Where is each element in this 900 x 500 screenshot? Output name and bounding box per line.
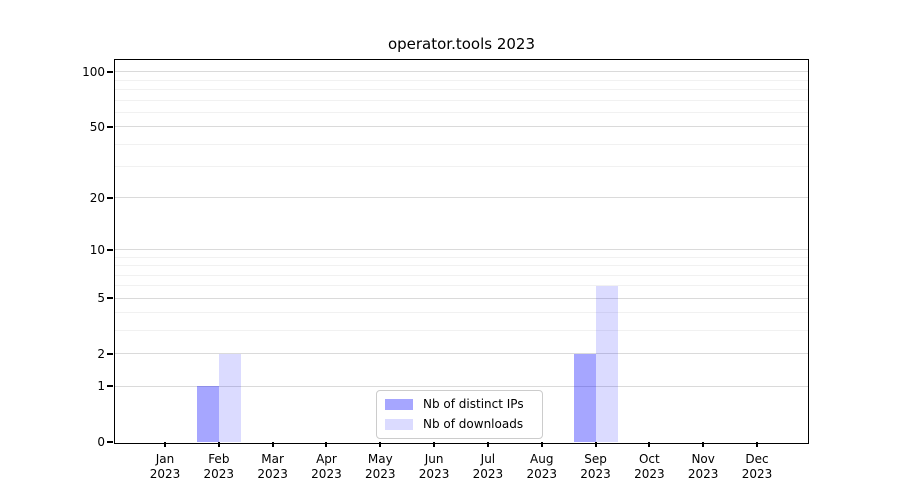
y-gridline-minor — [115, 330, 808, 332]
y-gridline-minor — [115, 285, 808, 287]
plot-area: Nb of distinct IPs Nb of downloads 0 1 2 5 1… — [82, 59, 809, 481]
y-tick-mark — [107, 385, 113, 388]
x-axis-tick-label: Dec 2023 — [741, 452, 773, 481]
y-gridline-minor — [115, 256, 808, 258]
x-axis-tick-label: May 2023 — [364, 452, 396, 481]
y-tick-mark — [107, 352, 113, 355]
y-gridline-minor — [115, 111, 808, 113]
x-axis-tick-label: Mar 2023 — [257, 452, 288, 481]
y-axis-tick-label: 0 — [97, 435, 105, 449]
y-tick-mark — [107, 441, 113, 443]
y-gridline-major — [115, 353, 808, 355]
y-axis-tick-label: 1 — [97, 379, 105, 394]
x-axis-tick-label: Jul 2023 — [472, 452, 504, 481]
x-tick-mark — [756, 442, 758, 447]
y-tick-mark — [107, 297, 113, 300]
legend-item-downloads: Nb of downloads — [385, 418, 532, 431]
x-axis-tick-label: Jun 2023 — [418, 452, 450, 481]
y-gridline-minor — [115, 79, 808, 81]
x-axis-tick-label: Nov 2023 — [687, 452, 719, 481]
x-axis-tick-label: Apr 2023 — [311, 452, 342, 481]
bar-nb-of-distinct-ips-feb-2023 — [196, 386, 219, 442]
y-gridline-major — [115, 71, 808, 73]
y-tick-mark — [107, 125, 113, 128]
y-gridline-major — [115, 126, 808, 128]
y-gridline-minor — [115, 265, 808, 267]
y-axis-tick-label: 100 — [82, 64, 105, 79]
x-tick-mark — [217, 442, 220, 447]
x-axis-tick-label: Oct 2023 — [634, 452, 665, 481]
x-tick-mark — [325, 442, 328, 447]
y-gridline-minor — [115, 143, 808, 145]
legend-label-distinct-ips: Nb of distinct IPs — [423, 397, 524, 411]
legend-swatch-downloads — [385, 419, 413, 430]
y-gridline-minor — [115, 274, 808, 276]
x-tick-mark — [379, 442, 382, 447]
y-gridline-major — [115, 297, 808, 299]
x-axis-tick-label: Sep 2023 — [580, 452, 611, 481]
bar-nb-of-downloads-sep-2023 — [595, 285, 618, 442]
grid-layer — [115, 60, 808, 443]
x-axis-tick-label: Aug 2023 — [526, 452, 557, 481]
legend-item-distinct-ips: Nb of distinct IPs — [385, 398, 532, 411]
x-tick-mark — [702, 442, 705, 447]
x-tick-mark — [164, 442, 166, 447]
bars-layer — [115, 60, 808, 443]
legend: Nb of distinct IPs Nb of downloads — [376, 390, 543, 439]
x-tick-mark — [540, 442, 543, 447]
legend-swatch-distinct-ips — [385, 399, 413, 410]
x-tick-mark — [594, 442, 597, 447]
y-gridline-minor — [115, 88, 808, 90]
y-tick-mark — [107, 248, 113, 251]
y-tick-mark — [107, 70, 113, 73]
x-axis-tick-label: Jan 2023 — [149, 452, 181, 481]
x-axis-tick-label: Feb 2023 — [203, 452, 235, 481]
y-axis-tick-label: 5 — [97, 291, 105, 306]
x-tick-mark — [486, 442, 489, 447]
y-gridline-minor — [115, 99, 808, 101]
y-axis-tick-label: 20 — [89, 190, 105, 205]
y-gridline-major — [115, 197, 808, 199]
chart-title: operator.tools 2023 — [387, 35, 536, 53]
legend-label-downloads: Nb of downloads — [423, 417, 524, 431]
y-tick-mark — [107, 196, 113, 199]
x-tick-mark — [271, 442, 274, 447]
bar-nb-of-distinct-ips-sep-2023 — [573, 353, 596, 442]
y-gridline-minor — [115, 166, 808, 168]
y-axis-tick-label: 10 — [89, 242, 105, 257]
y-gridline-major — [115, 249, 808, 251]
y-gridline-major — [115, 385, 808, 387]
x-tick-mark — [648, 442, 651, 447]
bar-nb-of-downloads-feb-2023 — [218, 353, 241, 442]
y-gridline-minor — [115, 312, 808, 314]
y-axis-tick-label: 2 — [97, 346, 105, 361]
y-axis-tick-label: 50 — [89, 119, 105, 134]
x-tick-mark — [433, 442, 436, 447]
